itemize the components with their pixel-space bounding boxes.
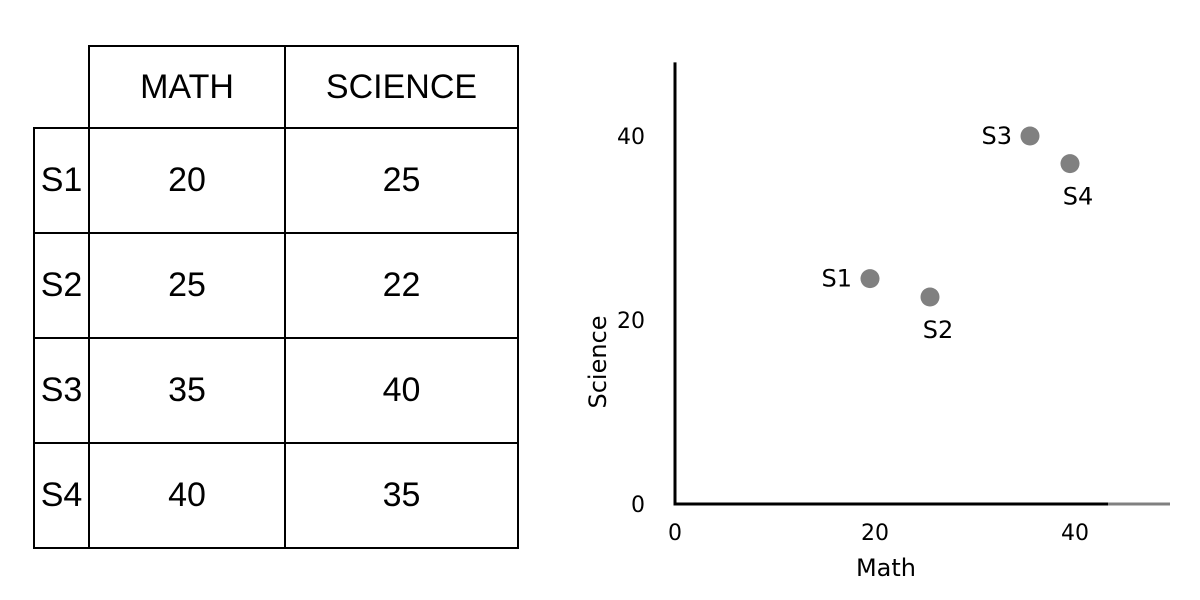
x-axis-label: Math [856,554,916,582]
science-score: 25 [284,127,519,234]
column-header-math: MATH [88,45,286,129]
point-label: S2 [923,316,954,344]
scores-table: MATH SCIENCE S1 20 25 S2 25 22 S3 35 40 … [33,45,519,549]
table-row: S1 20 25 [33,127,519,234]
math-score: 35 [88,337,286,444]
point-label: S3 [981,122,1012,150]
y-tick-label: 0 [631,493,645,518]
tick-labels: 0 20 40 0 20 40 [617,125,1089,546]
x-tick-label: 20 [861,521,889,546]
point-label: S4 [1063,183,1094,211]
data-points: S1 S2 S3 S4 [821,122,1093,344]
data-point [920,287,940,307]
science-score: 35 [284,442,519,549]
column-header-science: SCIENCE [284,45,519,129]
data-point [1020,126,1040,146]
table-corner-cell [34,46,90,129]
x-tick-label: 40 [1061,521,1089,546]
row-label: S4 [33,442,90,549]
table-header-row: MATH SCIENCE [34,45,519,129]
table-row: S2 25 22 [33,232,519,339]
point-label: S1 [821,265,852,293]
scatter-plot: 0 20 40 0 20 40 S1 S2 S3 S4 Math Science [584,62,1170,582]
table-row: S4 40 35 [33,442,519,549]
table-row: S3 35 40 [33,337,519,444]
row-label: S3 [33,337,90,444]
y-tick-label: 20 [617,309,645,334]
y-axis-label: Science [584,315,612,408]
axes [673,62,1170,506]
y-tick-label: 40 [617,125,645,150]
math-score: 20 [88,127,286,234]
data-point [1060,154,1080,174]
x-tick-label: 0 [668,521,682,546]
math-score: 25 [88,232,286,339]
science-score: 40 [284,337,519,444]
row-label: S2 [33,232,90,339]
science-score: 22 [284,232,519,339]
row-label: S1 [33,127,90,234]
data-point [860,269,880,289]
math-score: 40 [88,442,286,549]
